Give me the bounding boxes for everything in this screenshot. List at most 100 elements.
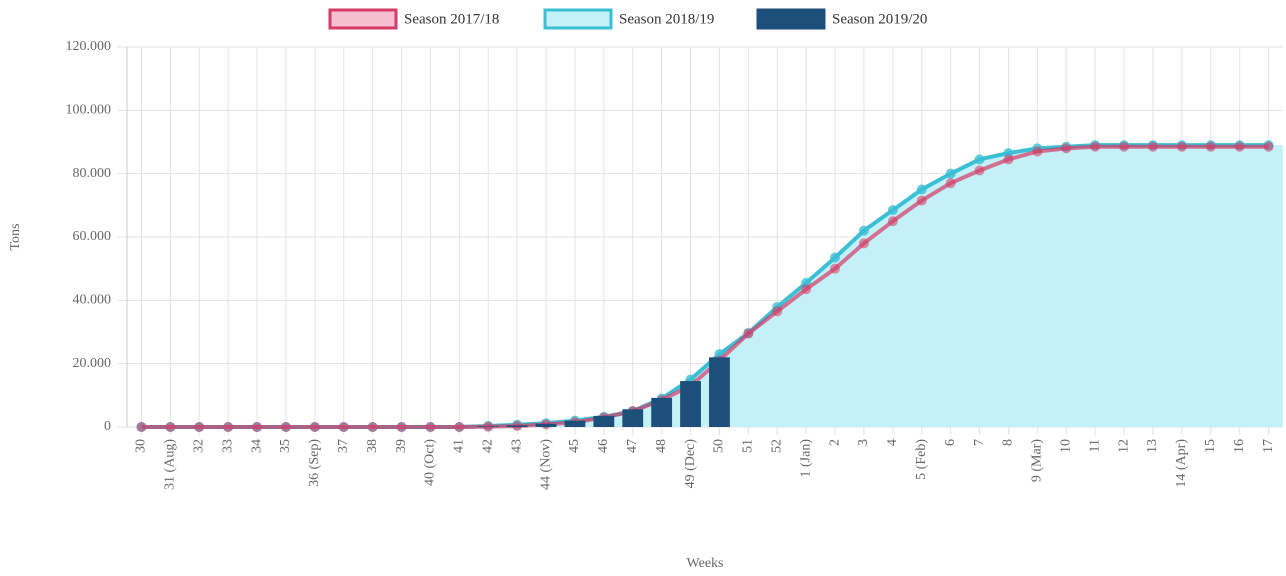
x-tick-label: 42 — [480, 439, 495, 453]
data-point — [1003, 154, 1014, 165]
y-tick-label: 60.000 — [73, 229, 112, 244]
x-tick-label: 16 — [1232, 439, 1247, 453]
bar — [651, 397, 673, 427]
bar — [564, 420, 586, 427]
bar — [506, 425, 528, 427]
data-point — [1032, 146, 1043, 157]
x-tick-label: 11 — [1087, 439, 1102, 452]
data-point — [974, 154, 985, 165]
x-tick-label: 35 — [278, 439, 293, 453]
y-tick-label: 100.000 — [66, 103, 112, 118]
data-point — [425, 422, 436, 432]
data-point — [830, 252, 841, 263]
x-tick-label: 12 — [1116, 439, 1131, 453]
x-tick-label: 46 — [596, 439, 611, 453]
data-point — [945, 168, 956, 179]
series-area — [141, 145, 1284, 427]
x-tick-label: 10 — [1058, 439, 1073, 453]
y-tick-label: 20.000 — [73, 356, 112, 371]
x-tick-label: 45 — [567, 439, 582, 453]
data-point — [1263, 141, 1274, 152]
x-tick-label: 14 (Apr) — [1174, 439, 1189, 488]
x-tick-label: 5 (Feb) — [914, 439, 929, 480]
data-point — [743, 328, 754, 339]
data-point — [916, 184, 927, 195]
y-tick-label: 80.000 — [73, 166, 112, 181]
data-point — [309, 422, 320, 432]
series-line — [141, 144, 1269, 429]
x-tick-label: 13 — [1145, 439, 1160, 453]
data-point — [1147, 141, 1158, 152]
x-tick-label: 1 (Jan) — [798, 439, 813, 478]
x-tick-label: 7 — [972, 439, 987, 446]
bar — [622, 409, 644, 427]
data-point — [280, 422, 291, 432]
data-point — [136, 422, 147, 432]
bar — [593, 415, 615, 427]
x-tick-label: 34 — [249, 439, 264, 453]
y-tick-label: 120.000 — [66, 39, 112, 54]
x-tick-label: 15 — [1203, 439, 1218, 453]
data-point — [858, 238, 869, 249]
legend-swatch — [756, 8, 826, 30]
data-point — [454, 422, 465, 432]
x-tick-label: 8 — [1001, 439, 1016, 446]
data-point — [1234, 141, 1245, 152]
data-point — [194, 422, 205, 432]
data-point — [1205, 141, 1216, 152]
bar — [477, 426, 499, 427]
data-point — [1061, 143, 1072, 154]
data-point — [830, 263, 841, 274]
data-point — [165, 422, 176, 432]
legend-label: Season 2019/20 — [832, 11, 927, 27]
x-tick-label: 33 — [220, 439, 235, 453]
legend-swatch — [543, 8, 613, 30]
x-tick-label: 6 — [943, 439, 958, 446]
data-point — [801, 284, 812, 295]
data-point — [887, 205, 898, 216]
x-tick-label: 31 (Aug) — [163, 439, 178, 490]
data-point — [916, 195, 927, 206]
bar — [709, 357, 730, 427]
data-point — [396, 422, 407, 432]
data-point — [367, 422, 378, 432]
data-point — [223, 422, 234, 432]
data-point — [1090, 141, 1101, 152]
data-point — [772, 306, 783, 317]
x-tick-label: 9 (Mar) — [1030, 439, 1045, 482]
data-point — [1176, 141, 1187, 152]
data-point — [945, 178, 956, 189]
bar — [680, 381, 701, 427]
x-axis-label: Weeks — [687, 556, 724, 571]
x-tick-label: 17 — [1261, 439, 1276, 453]
x-tick-label: 51 — [741, 439, 756, 453]
x-tick-label: 36 (Sep) — [307, 439, 322, 487]
y-tick-label: 40.000 — [73, 293, 112, 308]
data-point — [887, 216, 898, 227]
x-tick-label: 3 — [856, 439, 871, 446]
data-point — [1119, 141, 1130, 152]
data-point — [858, 225, 869, 236]
x-tick-label: 43 — [509, 439, 524, 453]
x-tick-label: 47 — [625, 439, 640, 453]
x-tick-label: 2 — [827, 439, 842, 446]
x-tick-label: 32 — [191, 439, 206, 453]
x-tick-label: 39 — [394, 439, 409, 453]
data-point — [338, 422, 349, 432]
legend-label: Season 2018/19 — [619, 11, 714, 27]
x-tick-label: 4 — [885, 439, 900, 446]
y-axis-label: Tons — [8, 223, 23, 250]
x-tick-label: 44 (Nov) — [538, 439, 553, 490]
y-tick-label: 0 — [104, 419, 111, 434]
x-tick-label: 30 — [134, 439, 149, 453]
data-point — [974, 165, 985, 176]
x-tick-label: 37 — [336, 439, 351, 453]
bar — [535, 423, 557, 427]
x-tick-label: 50 — [712, 439, 727, 453]
x-tick-label: 49 (Dec) — [683, 439, 698, 489]
x-tick-label: 38 — [365, 439, 380, 453]
data-point — [252, 422, 263, 432]
x-tick-label: 41 — [452, 439, 467, 453]
